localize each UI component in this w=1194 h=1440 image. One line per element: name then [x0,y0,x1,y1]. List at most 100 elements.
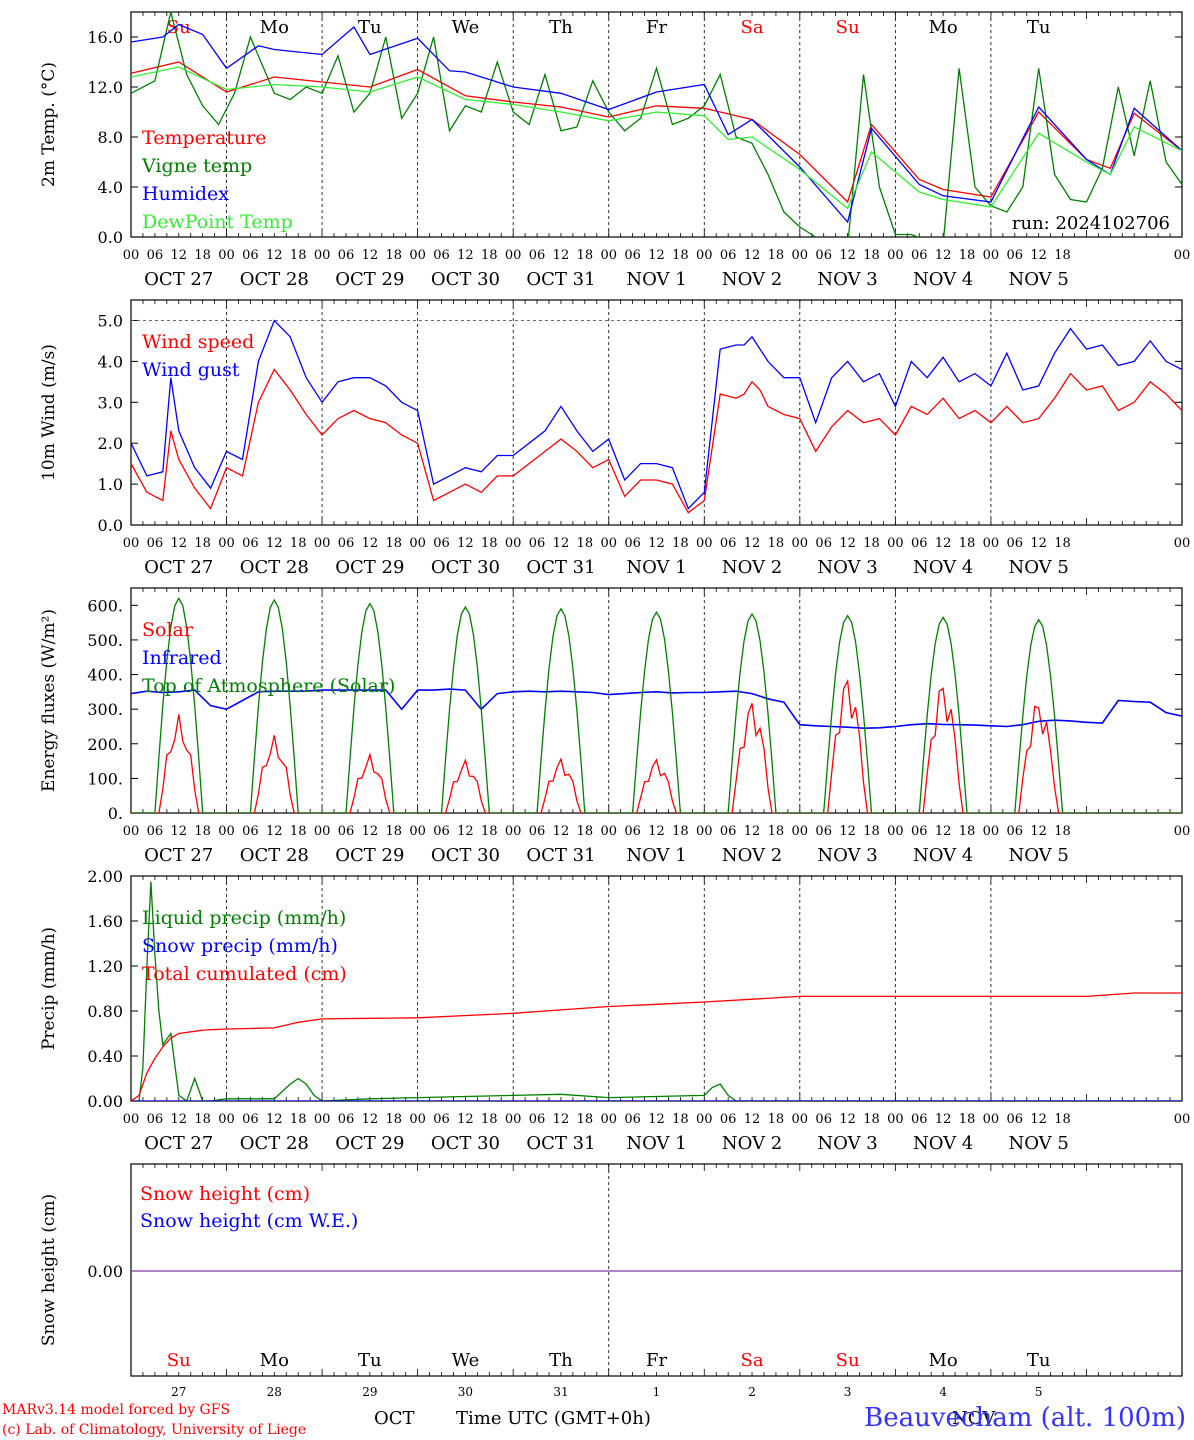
y-tick-label: 16.0 [87,28,123,47]
y-tick-label: 1.0 [98,475,123,494]
legend-entry: Wind speed [142,331,254,353]
hour-tick-label: 06 [529,536,546,551]
day-name: Su [167,1350,191,1371]
date-label: NOV 1 [626,269,686,290]
day-name: Tu [358,17,382,38]
series-line-solar [131,678,1182,813]
y-tick-label: 0.0 [98,516,123,535]
hour-tick-label: 12 [839,1112,856,1127]
day-name: Fr [646,17,667,38]
hour-tick-label: 18 [577,1112,594,1127]
panel-1: 0.0 4.0 8.0 12.0 16.0 2m Temp. (°C) 00 06 12 18 OC… [39,11,1190,290]
hour-tick-label: 18 [481,824,498,839]
date-label: NOV 4 [913,845,973,866]
hour-tick-label: 00 [409,1112,426,1127]
hour-tick-label: 00 [505,824,522,839]
hour-tick-label: 00 [123,536,140,551]
y-tick-label: 5.0 [98,311,123,330]
hour-tick-label: 12 [170,824,187,839]
day-name: Su [836,17,860,38]
hour-tick-label: 00 [218,824,235,839]
run-annotation: run: 2024102706 [1012,213,1170,234]
station-label: Beauvecham (alt. 100m) [864,1403,1186,1433]
hour-tick-label: 06 [433,824,450,839]
hour-tick-label: 12 [457,248,474,263]
y-tick-label: 8.0 [98,128,123,147]
legend-entry: Snow height (cm W.E.) [140,1210,358,1232]
hour-tick-label: 12 [362,824,379,839]
plot-frame [130,11,1183,238]
date-label: NOV 2 [722,557,782,578]
plot-frame [130,299,1183,526]
day-name: Mo [260,1350,289,1371]
hour-tick-label: 06 [1007,248,1024,263]
y-tick-label: 4.0 [98,352,123,371]
y-tick-label: 0.0 [98,228,123,247]
hour-tick-label: 12 [362,1112,379,1127]
hour-tick-label: 00 [696,824,713,839]
y-tick-label: 200. [87,735,123,754]
day-name: Th [549,1350,573,1371]
hour-tick-label: 06 [624,536,641,551]
day-number: 3 [844,1385,852,1399]
hour-tick-label: 00 [792,1112,809,1127]
legend-entry: Wind gust [142,359,240,381]
hour-tick-label: 12 [935,824,952,839]
y-tick-label: 0. [108,804,123,823]
hour-tick-label: 00 [409,824,426,839]
hour-tick-label: 18 [672,536,689,551]
hour-tick-label: 06 [624,1112,641,1127]
hour-tick-label: 18 [959,536,976,551]
date-label: NOV 3 [817,557,877,578]
day-name: Mo [260,17,289,38]
day-name: Su [836,1350,860,1371]
legend-entry: Top of Atmosphere (Solar) [142,675,395,697]
day-number: 29 [362,1385,377,1399]
date-label: OCT 30 [431,269,500,290]
hour-tick-label: 00 [983,248,1000,263]
hour-tick-label: 18 [194,824,211,839]
hour-tick-label: 12 [935,248,952,263]
date-label: OCT 28 [240,845,309,866]
hour-tick-label: 12 [744,824,761,839]
date-label: OCT 29 [335,557,404,578]
y-tick-label: 500. [87,631,123,650]
day-number: 5 [1035,1385,1043,1399]
day-name: Fr [646,1350,667,1371]
day-name: Sa [741,1350,764,1371]
legend-entry: DewPoint Temp [142,211,293,233]
hour-tick-label: 06 [911,248,928,263]
day-number: 28 [267,1385,282,1399]
date-label: OCT 29 [335,269,404,290]
date-label: OCT 30 [431,845,500,866]
y-tick-label: 2.0 [98,434,123,453]
hour-tick-label: 06 [242,824,259,839]
hour-tick-label: 18 [768,1112,785,1127]
hour-tick-label: 12 [1030,248,1047,263]
hour-tick-label: 12 [457,536,474,551]
hour-tick-label: 12 [457,1112,474,1127]
hour-tick-label: 12 [170,248,187,263]
hour-tick-label: 00 [218,1112,235,1127]
hour-tick-label: 06 [624,248,641,263]
hour-tick-label: 06 [433,248,450,263]
day-number: 27 [171,1385,186,1399]
hour-tick-label: 12 [553,824,570,839]
series-line-wind-gust [131,319,1182,510]
hour-tick-label: 00 [314,824,331,839]
series-line-vigne-temp [131,12,1182,237]
hour-tick-label: 18 [481,248,498,263]
hour-tick-label: 06 [242,536,259,551]
hour-tick-label: 18 [385,248,402,263]
hour-tick-label: 00 [505,248,522,263]
day-name: Tu [358,1350,382,1371]
date-label: NOV 3 [817,1133,877,1154]
hour-tick-label: 00 [1174,824,1191,839]
y-tick-label: 3.0 [98,393,123,412]
hour-tick-label: 12 [648,536,665,551]
hour-tick-label: 18 [863,1112,880,1127]
hour-tick-label: 06 [242,1112,259,1127]
legend-entry: Vigne temp [141,155,252,177]
hour-tick-label: 12 [839,248,856,263]
hour-tick-label: 18 [863,536,880,551]
